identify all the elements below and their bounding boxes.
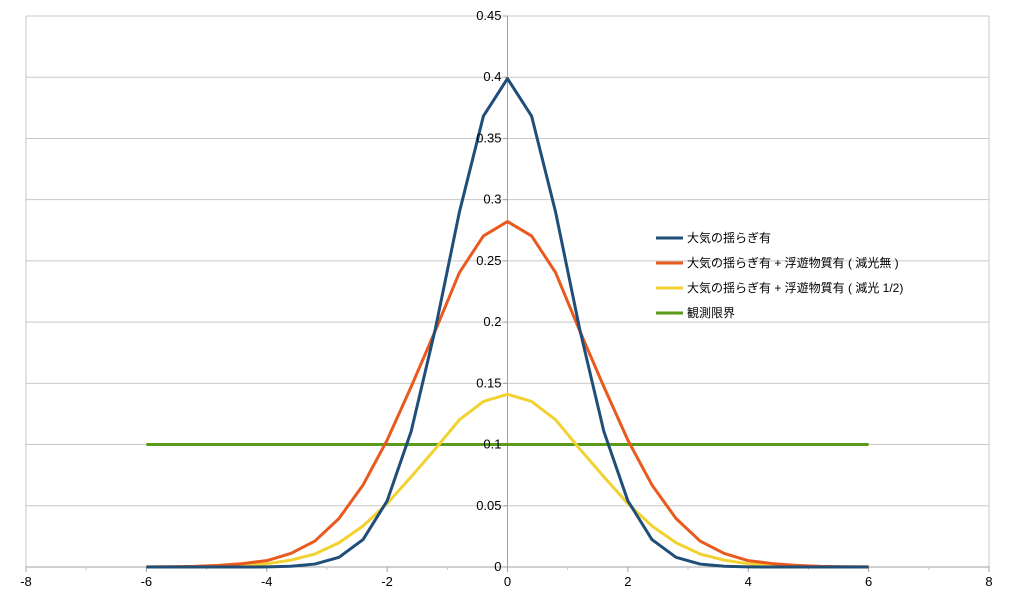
- x-tick-label: 0: [504, 574, 511, 589]
- y-tick-label: 0.35: [476, 130, 501, 145]
- legend-label-3: 大気の揺らぎ有 + 浮遊物質有 ( 減光 1/2): [687, 280, 903, 295]
- y-tick-label: 0: [494, 559, 501, 574]
- legend-label-4: 観測限界: [687, 306, 735, 320]
- x-tick-label: 8: [985, 574, 992, 589]
- y-tick-label: 0.15: [476, 375, 501, 390]
- y-tick-label: 0.45: [476, 8, 501, 23]
- x-tick-label: -2: [381, 574, 393, 589]
- y-tick-label: 0.3: [483, 192, 501, 207]
- series-line-3: [146, 392, 869, 569]
- tick-labels: 0 0.05 0.1 0.15 0.2 0.25 0.3 0.35 0.4 0.45 -8 -6 -4 -…: [20, 8, 992, 589]
- y-tick-label: 0.1: [483, 437, 501, 452]
- y-tick-label: 0.4: [483, 69, 501, 84]
- x-tick-label: -8: [20, 574, 32, 589]
- x-tick-label: -6: [141, 574, 153, 589]
- y-tick-label: 0.25: [476, 253, 501, 268]
- x-tick-label: 4: [745, 574, 752, 589]
- legend-label-1: 大気の揺らぎ有: [687, 230, 771, 245]
- y-tick-label: 0.05: [476, 498, 501, 513]
- series-line-1: [146, 77, 869, 569]
- x-tick-label: -4: [261, 574, 273, 589]
- y-tick-label: 0.2: [483, 314, 501, 329]
- series-lines: [146, 77, 869, 569]
- series-line-2: [146, 220, 869, 569]
- legend-label-2: 大気の揺らぎ有 + 浮遊物質有 ( 減光無 ): [687, 255, 899, 270]
- x-tick-label: 6: [865, 574, 872, 589]
- x-tick-label: 2: [624, 574, 631, 589]
